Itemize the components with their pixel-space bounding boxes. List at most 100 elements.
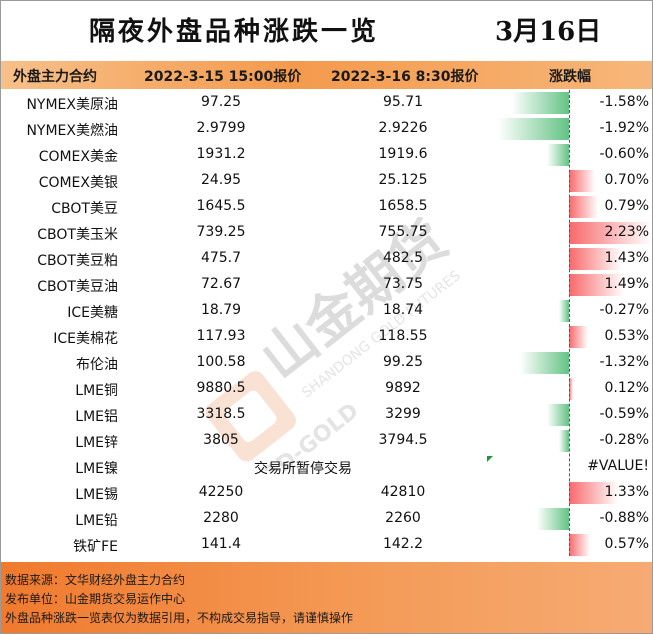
table-row: 布伦油 100.58 99.25 -1.32% [1,350,652,376]
change-bar [569,378,574,400]
report-date: 3月16日 [495,17,602,47]
contract-name: CBOT美豆油 [37,279,118,295]
change-bar [569,196,599,218]
page-title: 隔夜外盘品种涨跌一览 [89,17,380,47]
change-percent: -1.92% [599,120,649,136]
price-2: 99.25 [382,354,424,370]
price-2: 9892 [385,380,421,396]
change-bar [558,430,569,452]
change-bar [547,404,569,426]
price-1: 42250 [198,484,244,500]
price-1: 2280 [203,510,239,526]
contract-name: 铁矿FE [73,539,118,555]
table-row: LME铜 9880.5 9892 0.12% [1,376,652,402]
footer: 数据来源：文华财经外盘主力合约 发布单位：山金期货交易运作中心 外盘品种涨跌一览… [1,562,652,633]
table-row: CBOT美玉米 739.25 755.75 2.23% [1,220,652,246]
contract-name: LME锌 [75,435,118,451]
change-bar [498,118,569,140]
price-1: 739.25 [196,224,246,240]
change-percent: -0.27% [599,302,649,318]
table-row: LME铝 3318.5 3299 -0.59% [1,402,652,428]
change-percent: 0.57% [604,536,649,552]
price-2: 3299 [385,406,421,422]
table-row: NYMEX美原油 97.25 95.71 -1.58% [1,90,652,116]
price-2: 18.74 [382,302,424,318]
table-row: LME锡 42250 42810 1.33% [1,480,652,506]
cell-error-marker [487,456,493,462]
change-percent: 0.53% [604,328,649,344]
price-2: 1919.6 [378,146,428,162]
header-contract: 外盘主力合约 [13,69,97,85]
price-1: 475.7 [200,250,242,266]
price-2: 3794.5 [378,432,428,448]
price-2: 482.5 [382,250,424,266]
price-1: 24.95 [200,172,242,188]
contract-name: NYMEX美燃油 [26,123,118,139]
footer-publisher: 发布单位：山金期货交易运作中心 [5,592,186,606]
change-bar [569,482,618,504]
contract-name: NYMEX美原油 [26,97,118,113]
contract-name: CBOT美豆 [51,201,118,217]
header-change: 涨跌幅 [549,69,591,85]
price-2: 42810 [380,484,426,500]
change-percent: 0.70% [604,172,649,188]
table-body: NYMEX美原油 97.25 95.71 -1.58% NYMEX美燃油 2.9799 2.… [1,90,652,558]
change-bar [520,352,569,374]
footer-disclaimer: 外盘品种涨跌一览表仅为数据引用，不构成交易指导，请谨慎操作 [5,611,354,625]
table-row: LME锌 3805 3794.5 -0.28% [1,428,652,454]
price-1: 18.79 [200,302,242,318]
price-2: 755.75 [378,224,428,240]
price-1: 97.25 [200,94,242,110]
contract-name: ICE美棉花 [53,331,118,347]
change-bar [559,300,569,322]
change-bar [569,274,624,296]
title-bar: 隔夜外盘品种涨跌一览 3月16日 [1,1,652,61]
change-percent: 2.23% [604,224,649,240]
change-percent: 1.33% [604,484,649,500]
change-percent: 0.79% [604,198,649,214]
change-percent: -0.60% [599,146,649,162]
table-row: CBOT美豆油 72.67 73.75 1.49% [1,272,652,298]
price-2: 2.9226 [378,120,428,136]
change-axis-line [569,90,570,556]
footer-source: 数据来源：文华财经外盘主力合约 [5,573,186,587]
change-bar [569,170,595,192]
header-price-2: 2022-3-16 8:30报价 [331,69,479,85]
change-bar [569,222,651,244]
table-header: 外盘主力合约 2022-3-15 15:00报价 2022-3-16 8:30报… [1,61,652,89]
suspended-note: 交易所暂停交易 [254,461,352,477]
header-price-1: 2022-3-15 15:00报价 [144,69,302,85]
change-percent: 1.43% [604,250,649,266]
change-bar [569,248,622,270]
price-1: 9880.5 [196,380,246,396]
table-row: ICE美棉花 117.93 118.55 0.53% [1,324,652,350]
table-row: NYMEX美燃油 2.9799 2.9226 -1.92% [1,116,652,142]
table-row: CBOT美豆粕 475.7 482.5 1.43% [1,246,652,272]
table-row: LME镍 交易所暂停交易 #VALUE! [1,454,652,480]
price-1: 3318.5 [196,406,246,422]
table-row: 铁矿FE 141.4 142.2 0.57% [1,532,652,558]
contract-name: LME铜 [75,383,118,399]
change-percent: -0.88% [599,510,649,526]
change-bar [569,326,589,348]
change-bar [536,508,569,530]
price-2: 1658.5 [378,198,428,214]
change-percent: -1.32% [599,354,649,370]
price-2: 73.75 [382,276,424,292]
contract-name: CBOT美豆粕 [37,253,118,269]
change-percent: -0.28% [599,432,649,448]
price-1: 3805 [203,432,239,448]
change-percent: -1.58% [599,94,649,110]
change-bar [510,92,569,114]
change-percent: 1.49% [604,276,649,292]
change-percent: -0.59% [599,406,649,422]
price-2: 2260 [385,510,421,526]
change-percent: #VALUE! [587,458,649,474]
contract-name: LME锡 [75,487,118,503]
contract-name: COMEX美银 [38,175,118,191]
price-2: 95.71 [382,94,424,110]
price-2: 142.2 [382,536,424,552]
table-row: CBOT美豆 1645.5 1658.5 0.79% [1,194,652,220]
contract-name: COMEX美金 [38,149,118,165]
